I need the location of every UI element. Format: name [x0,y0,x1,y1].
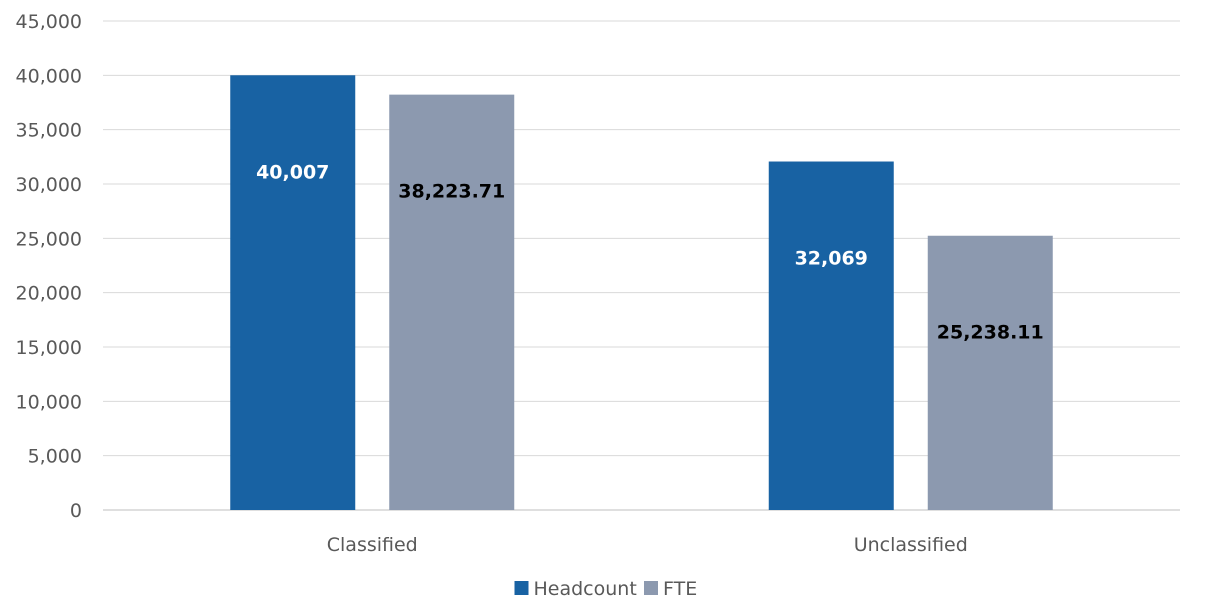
bars [230,75,1053,511]
y-tick-label: 40,000 [16,65,82,87]
bar-fte-classified [389,94,515,510]
bar-headcount-unclassified [768,161,894,511]
y-tick-label: 35,000 [16,120,82,142]
x-tick-label: Unclassified [854,534,968,556]
legend-swatch-headcount [514,581,529,595]
data-label-fte-classified: 38,223.71 [398,181,505,203]
legend-label-headcount: Headcount [534,578,637,600]
y-tick-label: 15,000 [16,337,82,359]
data-label-fte-unclassified: 25,238.11 [937,322,1044,344]
y-tick-label: 5,000 [28,446,82,468]
y-tick-label: 25,000 [16,228,82,250]
x-tick-label: Classified [327,534,418,556]
x-axis-tick-labels: Classified Unclassified [327,534,968,556]
y-tick-label: 10,000 [16,391,82,413]
bar-fte-unclassified [927,235,1053,511]
y-tick-label: 0 [70,500,82,522]
bar-headcount-classified [230,75,356,510]
y-tick-label: 45,000 [16,11,82,33]
legend: Headcount FTE [514,578,697,600]
legend-label-fte: FTE [663,578,697,600]
data-labels: 40,007 38,223.71 32,069 25,238.11 [256,161,1044,343]
data-label-headcount-unclassified: 32,069 [795,248,868,270]
legend-swatch-fte [644,581,658,595]
y-tick-label: 20,000 [16,283,82,305]
y-tick-label: 30,000 [16,174,82,196]
y-axis-tick-labels: 0 5,000 10,000 15,000 20,000 25,000 30,000 35,0… [16,11,82,522]
data-label-headcount-classified: 40,007 [256,161,329,183]
